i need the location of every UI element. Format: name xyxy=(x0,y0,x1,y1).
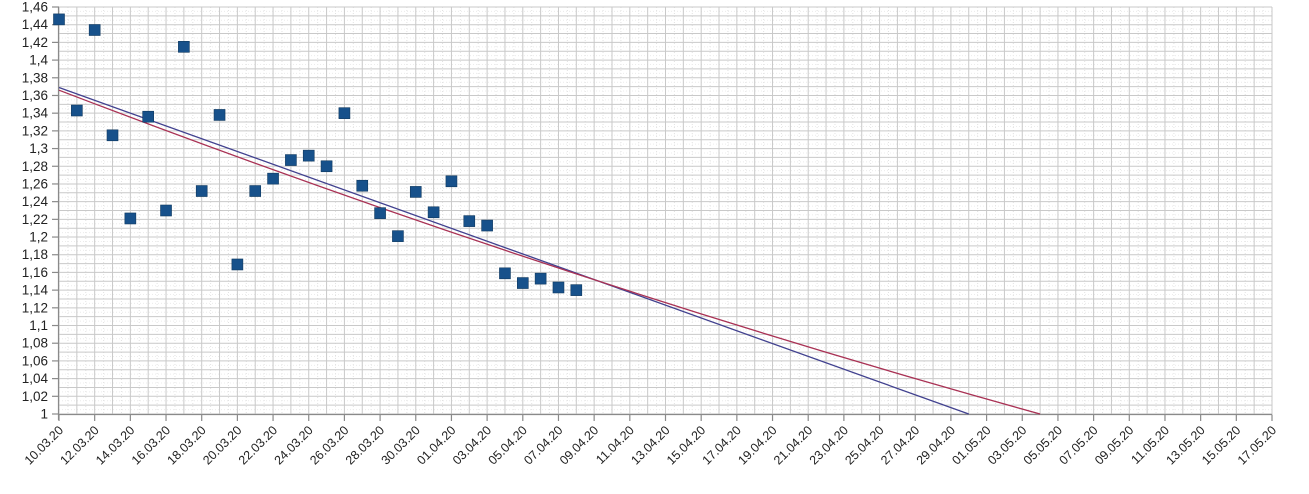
y-axis-label: 1,4 xyxy=(29,53,48,68)
y-axis-label: 1,42 xyxy=(22,35,48,50)
trend-line-blue[interactable] xyxy=(58,86,969,415)
data-point-marker[interactable] xyxy=(213,109,226,121)
data-point-marker[interactable] xyxy=(409,186,422,198)
data-point-marker[interactable] xyxy=(374,207,386,219)
data-point-marker[interactable] xyxy=(552,281,565,294)
data-point-marker[interactable] xyxy=(160,204,172,217)
y-axis-label: 1,3 xyxy=(29,141,48,156)
data-point-marker[interactable] xyxy=(481,219,493,232)
data-point-marker[interactable] xyxy=(463,215,476,227)
data-point-marker[interactable] xyxy=(320,160,333,173)
data-point-marker[interactable] xyxy=(142,110,154,123)
y-axis-label: 1,1 xyxy=(29,318,48,333)
data-point-marker[interactable] xyxy=(124,212,137,225)
data-point-marker[interactable] xyxy=(356,179,369,192)
data-point-marker[interactable] xyxy=(178,41,190,53)
data-point-marker[interactable] xyxy=(195,185,208,197)
y-axis-label: 1,28 xyxy=(22,159,48,174)
y-axis-label: 1,08 xyxy=(22,336,48,351)
data-point-marker[interactable] xyxy=(392,230,404,242)
data-point-marker[interactable] xyxy=(302,149,315,162)
y-axis-label: 1,14 xyxy=(22,283,49,298)
y-axis-label: 1,22 xyxy=(22,212,48,227)
y-axis-label: 1,2 xyxy=(29,230,48,245)
data-point-marker[interactable] xyxy=(106,129,119,142)
x-axis-label: 17.05.20 xyxy=(1235,423,1279,467)
y-axis-label: 1,16 xyxy=(22,265,48,280)
y-axis-label: 1,38 xyxy=(22,70,48,85)
y-axis-label: 1,44 xyxy=(22,17,49,32)
data-point-marker[interactable] xyxy=(249,185,262,197)
data-point-marker[interactable] xyxy=(71,104,83,117)
y-axis-label: 1,24 xyxy=(22,194,49,209)
y-axis-label: 1,02 xyxy=(22,389,48,404)
data-point-marker[interactable] xyxy=(570,284,583,296)
data-point-marker[interactable] xyxy=(231,258,244,271)
data-point-marker[interactable] xyxy=(267,172,279,185)
data-point-marker[interactable] xyxy=(534,272,547,285)
y-axis-label: 1,26 xyxy=(22,176,48,191)
data-point-marker[interactable] xyxy=(516,277,529,289)
y-axis-label: 1,12 xyxy=(22,300,48,315)
data-point-marker[interactable] xyxy=(53,13,65,26)
y-axis-label: 1,04 xyxy=(22,371,49,386)
y-axis-label: 1,06 xyxy=(22,353,48,368)
y-axis-label: 1,18 xyxy=(22,247,48,262)
x-axis-label: 09.04.20 xyxy=(557,423,601,467)
y-axis-label: 1,46 xyxy=(22,0,48,15)
data-point-marker[interactable] xyxy=(88,24,101,36)
y-axis-label: 1,32 xyxy=(22,123,48,138)
y-axis-label: 1 xyxy=(40,407,48,422)
trend-line-red[interactable] xyxy=(58,89,1041,415)
y-axis-label: 1,36 xyxy=(22,88,48,103)
data-point-marker[interactable] xyxy=(445,175,458,188)
data-point-marker[interactable] xyxy=(427,206,440,219)
y-axis-label: 1,34 xyxy=(22,106,49,121)
data-point-marker[interactable] xyxy=(285,154,297,166)
x-axis-label: 09.05.20 xyxy=(1092,423,1136,467)
data-point-marker[interactable] xyxy=(338,107,351,119)
data-point-marker[interactable] xyxy=(499,267,511,280)
